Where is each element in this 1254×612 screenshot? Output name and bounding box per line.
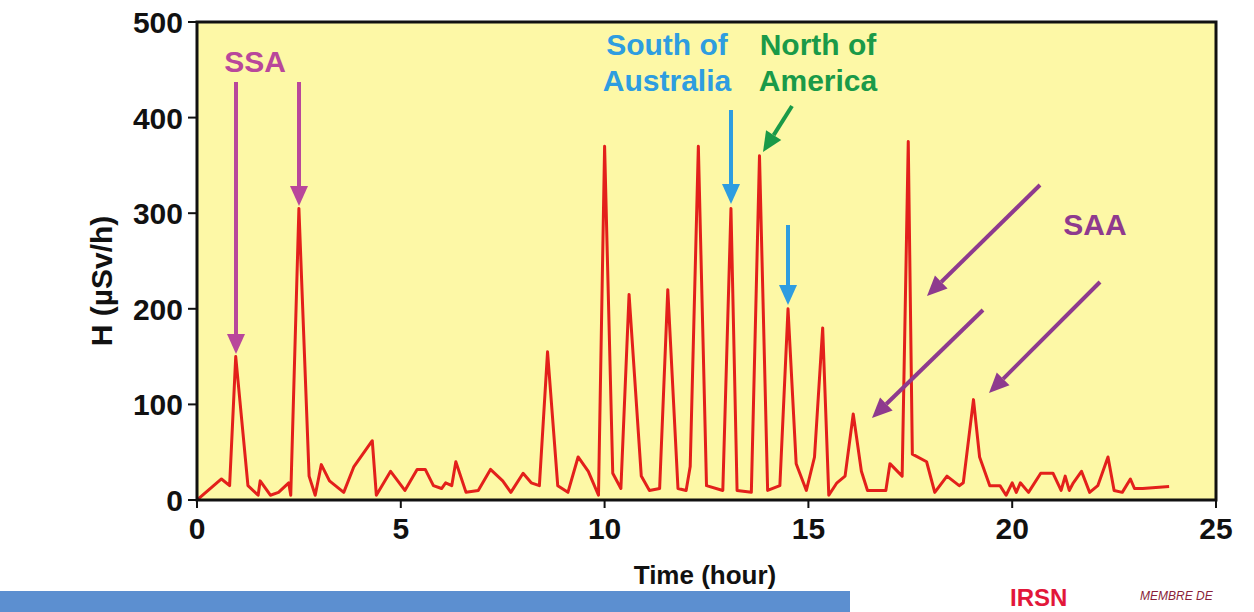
annotation-line: South of bbox=[606, 28, 729, 61]
y-tick-label: 200 bbox=[133, 293, 183, 326]
y-tick bbox=[188, 499, 197, 501]
dose-rate-line bbox=[197, 142, 1169, 501]
annotation-arrowhead bbox=[227, 334, 245, 354]
annotation-arrowhead bbox=[763, 130, 781, 152]
annotation-arrowhead bbox=[927, 276, 948, 296]
x-tick-label: 10 bbox=[588, 512, 621, 545]
annotation-arrow bbox=[786, 225, 790, 285]
footer-logo: IRSN bbox=[1010, 584, 1067, 611]
y-tick bbox=[188, 21, 197, 23]
x-tick bbox=[604, 500, 606, 508]
annotation-arrow bbox=[886, 310, 983, 404]
x-tick bbox=[196, 500, 198, 508]
footer-member: MEMBRE DE bbox=[1140, 589, 1214, 603]
y-axis-title: H (µSv/h) bbox=[85, 216, 118, 347]
annotation-label: South ofAustralia bbox=[603, 28, 732, 97]
plot-frame bbox=[197, 22, 1216, 500]
chart: 0 100 200 300 400 500 0 5 10 15 20 25 Time (hour) H (… bbox=[0, 0, 1254, 612]
annotation-arrow bbox=[297, 82, 301, 186]
footer-bar bbox=[0, 591, 850, 612]
annotation-arrow bbox=[234, 82, 238, 334]
y-tick-label: 400 bbox=[133, 102, 183, 135]
annotation-arrow bbox=[1003, 282, 1100, 379]
annotation-line: SAA bbox=[1063, 208, 1126, 241]
annotation-label: SAA bbox=[1063, 208, 1126, 241]
annotation-line: North of bbox=[760, 28, 878, 61]
x-tick bbox=[807, 500, 809, 508]
annotation-arrowhead bbox=[290, 186, 308, 206]
y-tick-label: 100 bbox=[133, 388, 183, 421]
y-tick bbox=[188, 403, 197, 405]
annotation-arrowhead bbox=[872, 398, 893, 418]
annotation-label: SSA bbox=[224, 45, 286, 78]
x-axis-title: Time (hour) bbox=[634, 560, 777, 590]
y-tick bbox=[188, 308, 197, 310]
annotation-arrow bbox=[729, 110, 733, 184]
annotation-line: Australia bbox=[603, 64, 732, 97]
x-tick-label: 25 bbox=[1199, 512, 1232, 545]
annotation-label: North ofAmerica bbox=[759, 28, 878, 97]
plot-background bbox=[197, 22, 1216, 500]
x-tick bbox=[400, 500, 402, 508]
x-tick bbox=[1011, 500, 1013, 508]
y-tick bbox=[188, 212, 197, 214]
x-tick-label: 5 bbox=[392, 512, 409, 545]
annotation-arrowhead bbox=[989, 372, 1010, 393]
y-tick-label: 500 bbox=[133, 6, 183, 39]
x-tick bbox=[1215, 500, 1217, 508]
x-tick-label: 15 bbox=[792, 512, 825, 545]
x-tick-label: 20 bbox=[996, 512, 1029, 545]
annotation-arrow bbox=[941, 185, 1040, 282]
data-group bbox=[197, 142, 1169, 501]
y-tick bbox=[188, 117, 197, 119]
annotation-arrowhead bbox=[779, 285, 797, 305]
y-tick-label: 300 bbox=[133, 197, 183, 230]
annotation-arrow bbox=[774, 106, 792, 135]
annotation-arrowhead bbox=[722, 184, 740, 204]
x-tick-label: 0 bbox=[189, 512, 206, 545]
annotation-line: America bbox=[759, 64, 878, 97]
annotation-line: SSA bbox=[224, 45, 286, 78]
y-tick-label: 0 bbox=[166, 484, 183, 517]
